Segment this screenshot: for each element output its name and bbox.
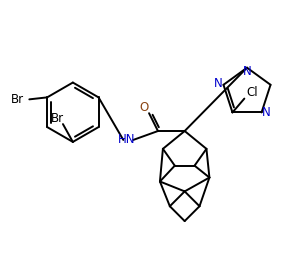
Text: O: O xyxy=(139,101,149,114)
Text: N: N xyxy=(214,77,223,90)
Text: N: N xyxy=(262,106,271,119)
Text: Br: Br xyxy=(11,93,24,106)
Text: HN: HN xyxy=(118,134,135,146)
Text: Cl: Cl xyxy=(247,86,258,99)
Text: Br: Br xyxy=(50,112,64,125)
Text: N: N xyxy=(243,65,251,78)
